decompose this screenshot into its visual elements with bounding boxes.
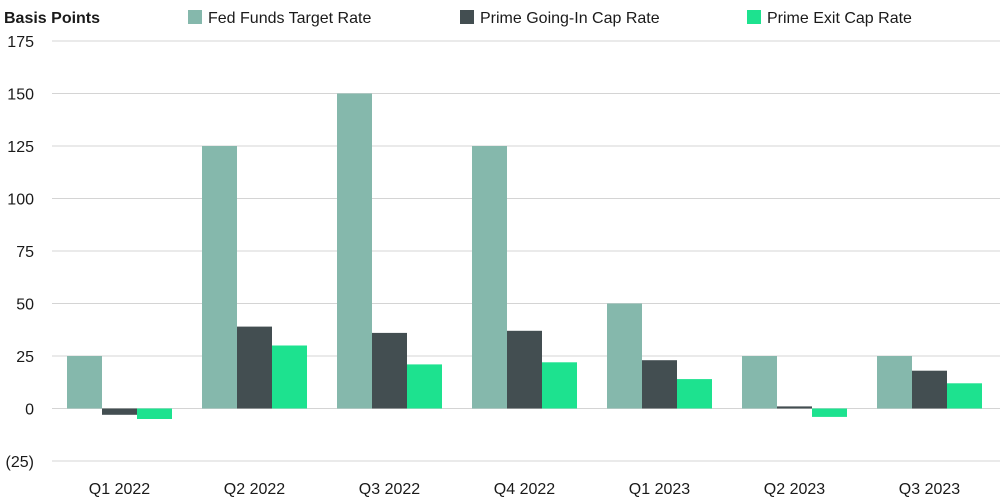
x-category-label: Q2 2023 <box>764 481 825 498</box>
legend-swatch <box>188 10 202 24</box>
x-category-label: Q3 2023 <box>899 481 960 498</box>
bar <box>677 379 712 409</box>
bar <box>237 326 272 409</box>
y-tick-label: 125 <box>7 139 34 156</box>
y-tick-label: (25) <box>6 454 34 471</box>
legend-label: Fed Funds Target Rate <box>208 10 371 27</box>
y-tick-label: 50 <box>16 297 34 314</box>
y-tick-label: 0 <box>25 402 34 419</box>
bar <box>607 303 642 409</box>
legend-label: Prime Exit Cap Rate <box>767 10 912 27</box>
bar <box>777 406 812 409</box>
x-axis-categories: Q1 2022 Q2 2022 Q3 2022 Q4 2022 Q1 2023 Q2 20… <box>89 481 960 498</box>
x-category-label: Q1 2023 <box>629 481 690 498</box>
legend-item: Prime Going-In Cap Rate <box>460 10 660 27</box>
legend-item: Prime Exit Cap Rate <box>747 10 912 27</box>
bar <box>542 362 577 409</box>
bar <box>102 408 137 415</box>
bar <box>137 408 172 419</box>
legend: Fed Funds Target Rate Prime Going-In Cap … <box>188 10 912 27</box>
legend-swatch <box>460 10 474 24</box>
legend-label: Prime Going-In Cap Rate <box>480 10 660 27</box>
bar <box>407 364 442 409</box>
bar <box>742 356 777 409</box>
y-tick-label: 100 <box>7 192 34 209</box>
bar <box>912 370 947 409</box>
bar <box>642 360 677 409</box>
bar <box>812 408 847 417</box>
legend-item: Fed Funds Target Rate <box>188 10 371 27</box>
y-tick-label: 25 <box>16 349 34 366</box>
legend-swatch <box>747 10 761 24</box>
y-tick-label: 75 <box>16 244 34 261</box>
x-category-label: Q4 2022 <box>494 481 555 498</box>
bar <box>202 146 237 409</box>
y-tick-label: 150 <box>7 87 34 104</box>
bars <box>67 93 982 419</box>
y-axis-label: Basis Points <box>4 10 100 27</box>
y-axis-ticks: 175 150 125 100 75 50 25 0 (25) <box>6 34 35 471</box>
bar <box>877 356 912 409</box>
x-category-label: Q1 2022 <box>89 481 150 498</box>
bar <box>947 383 982 409</box>
y-tick-label: 175 <box>7 34 34 51</box>
bar <box>372 332 407 409</box>
bar <box>272 345 307 409</box>
x-category-label: Q3 2022 <box>359 481 420 498</box>
x-category-label: Q2 2022 <box>224 481 285 498</box>
bar <box>472 146 507 409</box>
bar <box>337 93 372 409</box>
bar <box>507 330 542 409</box>
bar <box>67 356 102 409</box>
